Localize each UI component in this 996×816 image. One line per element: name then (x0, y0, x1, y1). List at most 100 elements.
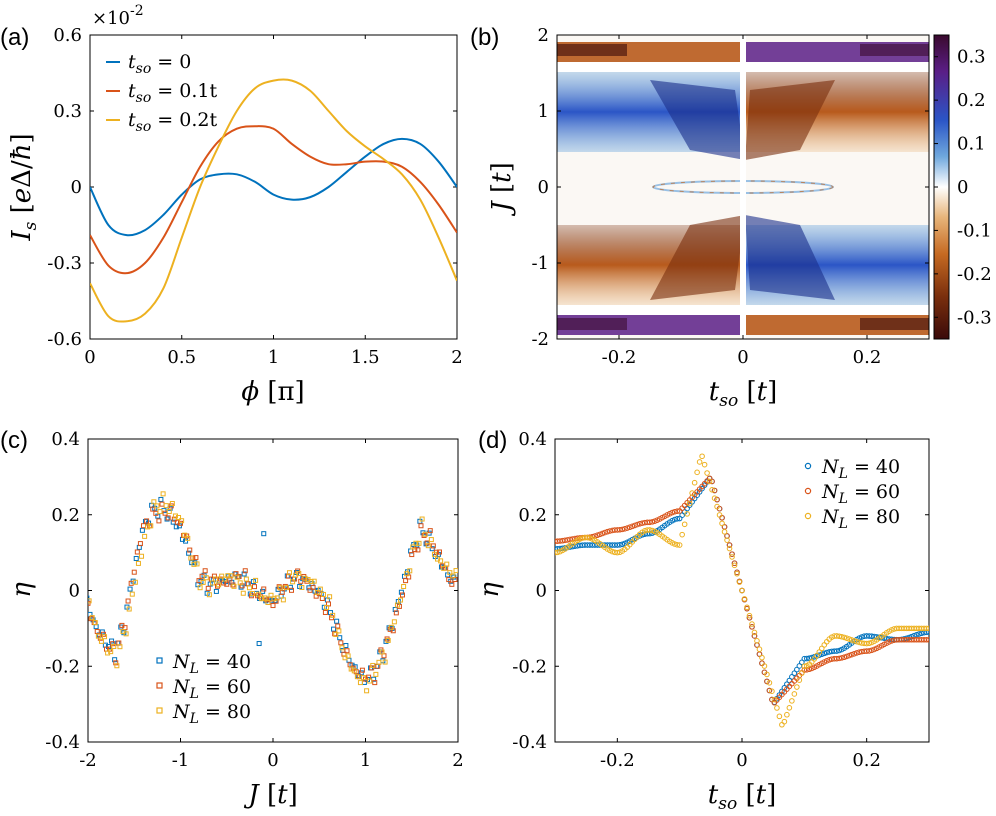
panel-d-point (681, 521, 688, 528)
panel-b-xtick-label: 0.2 (853, 347, 882, 368)
panel-b-ytick-label: 2 (538, 25, 549, 46)
panel-c-point (302, 575, 308, 581)
panel-d-point (694, 469, 700, 476)
panel-d-point (826, 657, 833, 663)
panel-d-point (624, 525, 631, 531)
panel-d-point (724, 537, 730, 543)
panel-d-point (711, 495, 718, 502)
colorbar-tick-label: -0.2 (957, 264, 992, 285)
panel-b-ticks: -0.2 0 0.2 -2 -1 0 1 2 (531, 25, 929, 368)
panel-d-point (781, 718, 788, 725)
panel-d-point (821, 650, 828, 657)
panel-d-point (639, 532, 646, 538)
panel-c-point (419, 516, 425, 522)
panel-d-point (838, 655, 845, 661)
panel-d-point (789, 674, 795, 680)
panel-c-point (324, 604, 330, 610)
panel-d-point (699, 453, 705, 460)
panel-c-point (125, 598, 131, 604)
panel-b-ytick-label: 1 (538, 101, 549, 122)
panel-d-point (794, 666, 800, 673)
panel-d-point (761, 663, 768, 669)
panel-c-point (243, 576, 249, 582)
panel-c-point (185, 535, 191, 541)
panel-d-ylabel: η (475, 582, 505, 598)
panel-c-point (158, 496, 164, 502)
panel-c-point (224, 581, 230, 587)
panel-d-point (631, 522, 638, 529)
panel-c-point (298, 578, 304, 584)
panel-c-point (270, 603, 276, 609)
panel-b-xtick-label: -0.2 (602, 347, 637, 368)
panel-c-point (241, 571, 247, 577)
panel-c-point (114, 663, 120, 669)
panel-c-point (359, 667, 365, 673)
panel-c-point (424, 540, 430, 546)
panel-c-point (144, 518, 150, 524)
panel-d-point (848, 651, 855, 658)
panel-c-point (139, 553, 145, 559)
panel-d-point (749, 624, 755, 630)
panel-c-point (357, 680, 363, 686)
panel-d-legend-entry-0: NL = 40 (821, 456, 900, 482)
panel-d-point (769, 688, 775, 694)
panel-c-point (425, 543, 431, 549)
panel-a-legend-entry-0: tso = 0 (128, 51, 191, 77)
panel-label-a: (a) (0, 24, 29, 51)
panel-c-xtick-label: 0 (267, 750, 278, 771)
panel-c-point (237, 580, 243, 586)
panel-d-point (679, 531, 685, 538)
colorbar-tick-label: 0.2 (957, 90, 986, 111)
panel-d-point (868, 647, 875, 654)
panel-c-point (415, 547, 421, 553)
panel-d-point (833, 648, 840, 654)
panel-d-ytick-label: -0.2 (512, 656, 547, 677)
panel-d-ytick-label: 0.4 (518, 429, 547, 450)
panel-c-point (422, 531, 428, 537)
panel-d-point (555, 549, 558, 556)
panel-b-ytick-label: -2 (531, 329, 549, 350)
panel-c-point (92, 620, 98, 626)
panel-c-legend-entry-2: NL = 80 (172, 701, 251, 727)
panel-c-point (246, 585, 252, 591)
panel-c-point (191, 561, 197, 567)
panel-d-point (567, 536, 573, 543)
panel-c-point (173, 524, 179, 530)
panel-d-point (926, 625, 929, 632)
panel-c-point (88, 595, 90, 601)
panel-d-point (716, 512, 723, 518)
panel-d-point (836, 633, 843, 640)
panel-d-point (766, 687, 773, 694)
panel-c-point (277, 585, 283, 591)
panel-c-point (444, 561, 450, 567)
panel-c-point (150, 506, 156, 512)
panel-c-point (209, 580, 215, 586)
panel-c-point (145, 524, 151, 530)
panel-c-point (111, 643, 117, 649)
panel-c-point (102, 634, 108, 640)
panel-d-point (846, 652, 853, 659)
panel-c-point (449, 581, 455, 587)
panel-c-point (401, 584, 407, 590)
panel-c-point (289, 587, 294, 593)
panel-a-series-line-0 (90, 137, 457, 237)
panel-c-point (265, 599, 271, 605)
panel-c-point (339, 645, 345, 651)
panel-d-point (756, 646, 763, 653)
panel-d-xlabel: tso [t] (708, 780, 776, 814)
panel-c-point (88, 598, 92, 604)
panel-d-point (799, 659, 805, 666)
panel-c-point (307, 587, 313, 593)
panel-c-outlier-point (256, 641, 262, 647)
panel-d-xtick-label: 0 (736, 750, 747, 771)
panel-d-ticks: -0.2 0 0.2 -0.4 -0.2 0 0.2 0.4 (512, 429, 929, 771)
panel-c-point (262, 595, 268, 601)
panel-b-heatmap: -0.2 0 0.2 -2 -1 0 1 2 0.3 0.2 0.1 0 -0.1 -0.2 -0.3 t… (487, 25, 992, 411)
panel-c-point (95, 633, 101, 639)
panel-c-point (336, 628, 342, 634)
panel-c-point (259, 596, 265, 602)
panel-c-point (453, 568, 458, 574)
panel-c-point (105, 650, 111, 656)
